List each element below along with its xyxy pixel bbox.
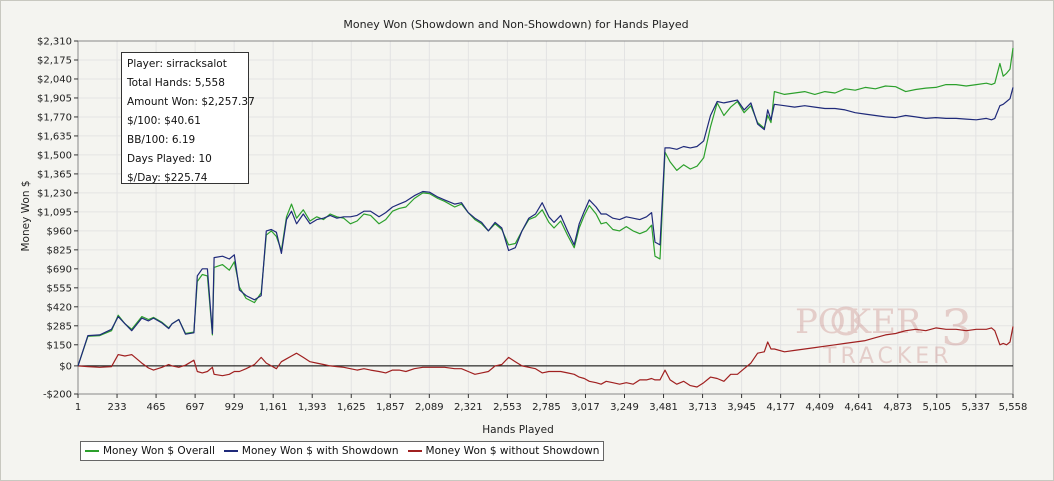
y-tick-label: $1,770 bbox=[37, 112, 72, 123]
x-axis-ticks: 1 233 465 697 929 1,161 1,393 1,625 1,857 2,089 2,… bbox=[75, 394, 1028, 413]
series-line-money-won-without-showdown bbox=[77, 326, 1014, 388]
y-tick-label: $1,095 bbox=[37, 207, 72, 218]
stats-bb-per-100: BB/100: 6.19 bbox=[127, 134, 196, 146]
x-tick-label: 3,249 bbox=[610, 402, 639, 413]
chart-title: Money Won (Showdown and Non-Showdown) fo… bbox=[343, 18, 688, 31]
y-tick-label: $420 bbox=[47, 302, 72, 313]
y-tick-label: $150 bbox=[47, 340, 72, 351]
x-tick-label: 465 bbox=[147, 402, 166, 413]
legend-swatch-showdown bbox=[223, 450, 238, 452]
x-tick-label: 1,625 bbox=[337, 402, 366, 413]
y-tick-label: $1,905 bbox=[37, 93, 72, 104]
y-axis-label: Money Won $ bbox=[20, 180, 32, 251]
stats-player: Player: sirracksalot bbox=[127, 58, 227, 70]
series-layer bbox=[77, 47, 1014, 388]
stats-days-played: Days Played: 10 bbox=[127, 153, 212, 165]
y-tick-label: $2,175 bbox=[37, 55, 72, 66]
x-tick-label: 4,641 bbox=[844, 402, 873, 413]
x-tick-label: 1,393 bbox=[298, 402, 327, 413]
player-stats-box: Player: sirracksalot Total Hands: 5,558 … bbox=[121, 52, 255, 184]
x-tick-label: 2,089 bbox=[415, 402, 444, 413]
x-axis-label: Hands Played bbox=[482, 424, 553, 436]
x-tick-label: 1,161 bbox=[259, 402, 288, 413]
x-tick-label: 5,105 bbox=[922, 402, 951, 413]
x-tick-label: 4,177 bbox=[766, 402, 795, 413]
legend-label-showdown: Money Won $ with Showdown bbox=[241, 445, 399, 457]
y-tick-label: $960 bbox=[47, 226, 72, 237]
y-tick-label: $1,635 bbox=[37, 131, 72, 142]
x-tick-label: 1,857 bbox=[376, 402, 405, 413]
stats-per-day: $/Day: $225.74 bbox=[127, 172, 208, 184]
legend-label-overall: Money Won $ Overall bbox=[103, 445, 215, 457]
legend-item-non-showdown: Money Won $ without Showdown bbox=[407, 445, 600, 457]
x-tick-label: 3,945 bbox=[727, 402, 756, 413]
x-tick-label: 5,337 bbox=[961, 402, 990, 413]
legend-item-showdown: Money Won $ with Showdown bbox=[223, 445, 399, 457]
chart-legend: Money Won $ Overall Money Won $ with Sho… bbox=[80, 441, 605, 461]
y-tick-label: $1,230 bbox=[37, 188, 72, 199]
y-tick-label: $2,310 bbox=[37, 37, 72, 48]
y-tick-label: $0 bbox=[59, 361, 72, 372]
x-tick-label: 4,873 bbox=[883, 402, 912, 413]
x-tick-label: 1 bbox=[75, 402, 81, 413]
plot-border bbox=[77, 40, 1014, 395]
y-tick-label: $690 bbox=[47, 264, 72, 275]
x-tick-label: 3,481 bbox=[649, 402, 678, 413]
legend-swatch-overall bbox=[85, 450, 99, 452]
x-tick-label: 3,017 bbox=[571, 402, 600, 413]
legend-swatch-non-showdown bbox=[407, 450, 422, 452]
y-axis-ticks: -$200 $0 $150 $285 $420 $555 $690 $825 $960 $1,09… bbox=[37, 37, 78, 401]
series-line-money-won-overall bbox=[77, 47, 1014, 367]
y-tick-label: $1,500 bbox=[37, 150, 72, 161]
stats-total-hands: Total Hands: 5,558 bbox=[127, 77, 225, 89]
x-tick-label: 5,558 bbox=[999, 402, 1028, 413]
y-tick-label: -$200 bbox=[43, 390, 72, 401]
legend-item-overall: Money Won $ Overall bbox=[85, 445, 215, 457]
x-tick-label: 2,785 bbox=[532, 402, 561, 413]
legend-label-non-showdown: Money Won $ without Showdown bbox=[425, 445, 600, 457]
y-tick-label: $555 bbox=[47, 283, 72, 294]
stats-amount-won: Amount Won: $2,257.37 bbox=[127, 96, 255, 108]
x-tick-label: 4,409 bbox=[805, 402, 834, 413]
series-line-money-won-with-showdown bbox=[77, 87, 1014, 367]
y-tick-label: $285 bbox=[47, 321, 72, 332]
x-tick-label: 233 bbox=[107, 402, 126, 413]
y-tick-label: $2,040 bbox=[37, 74, 72, 85]
x-tick-label: 3,713 bbox=[688, 402, 717, 413]
y-tick-label: $1,365 bbox=[37, 169, 72, 180]
x-tick-label: 697 bbox=[186, 402, 205, 413]
x-tick-label: 929 bbox=[225, 402, 244, 413]
stats-per-100: $/100: $40.61 bbox=[127, 115, 201, 127]
x-tick-label: 2,321 bbox=[454, 402, 483, 413]
y-tick-label: $825 bbox=[47, 245, 72, 256]
x-tick-label: 2,553 bbox=[493, 402, 522, 413]
